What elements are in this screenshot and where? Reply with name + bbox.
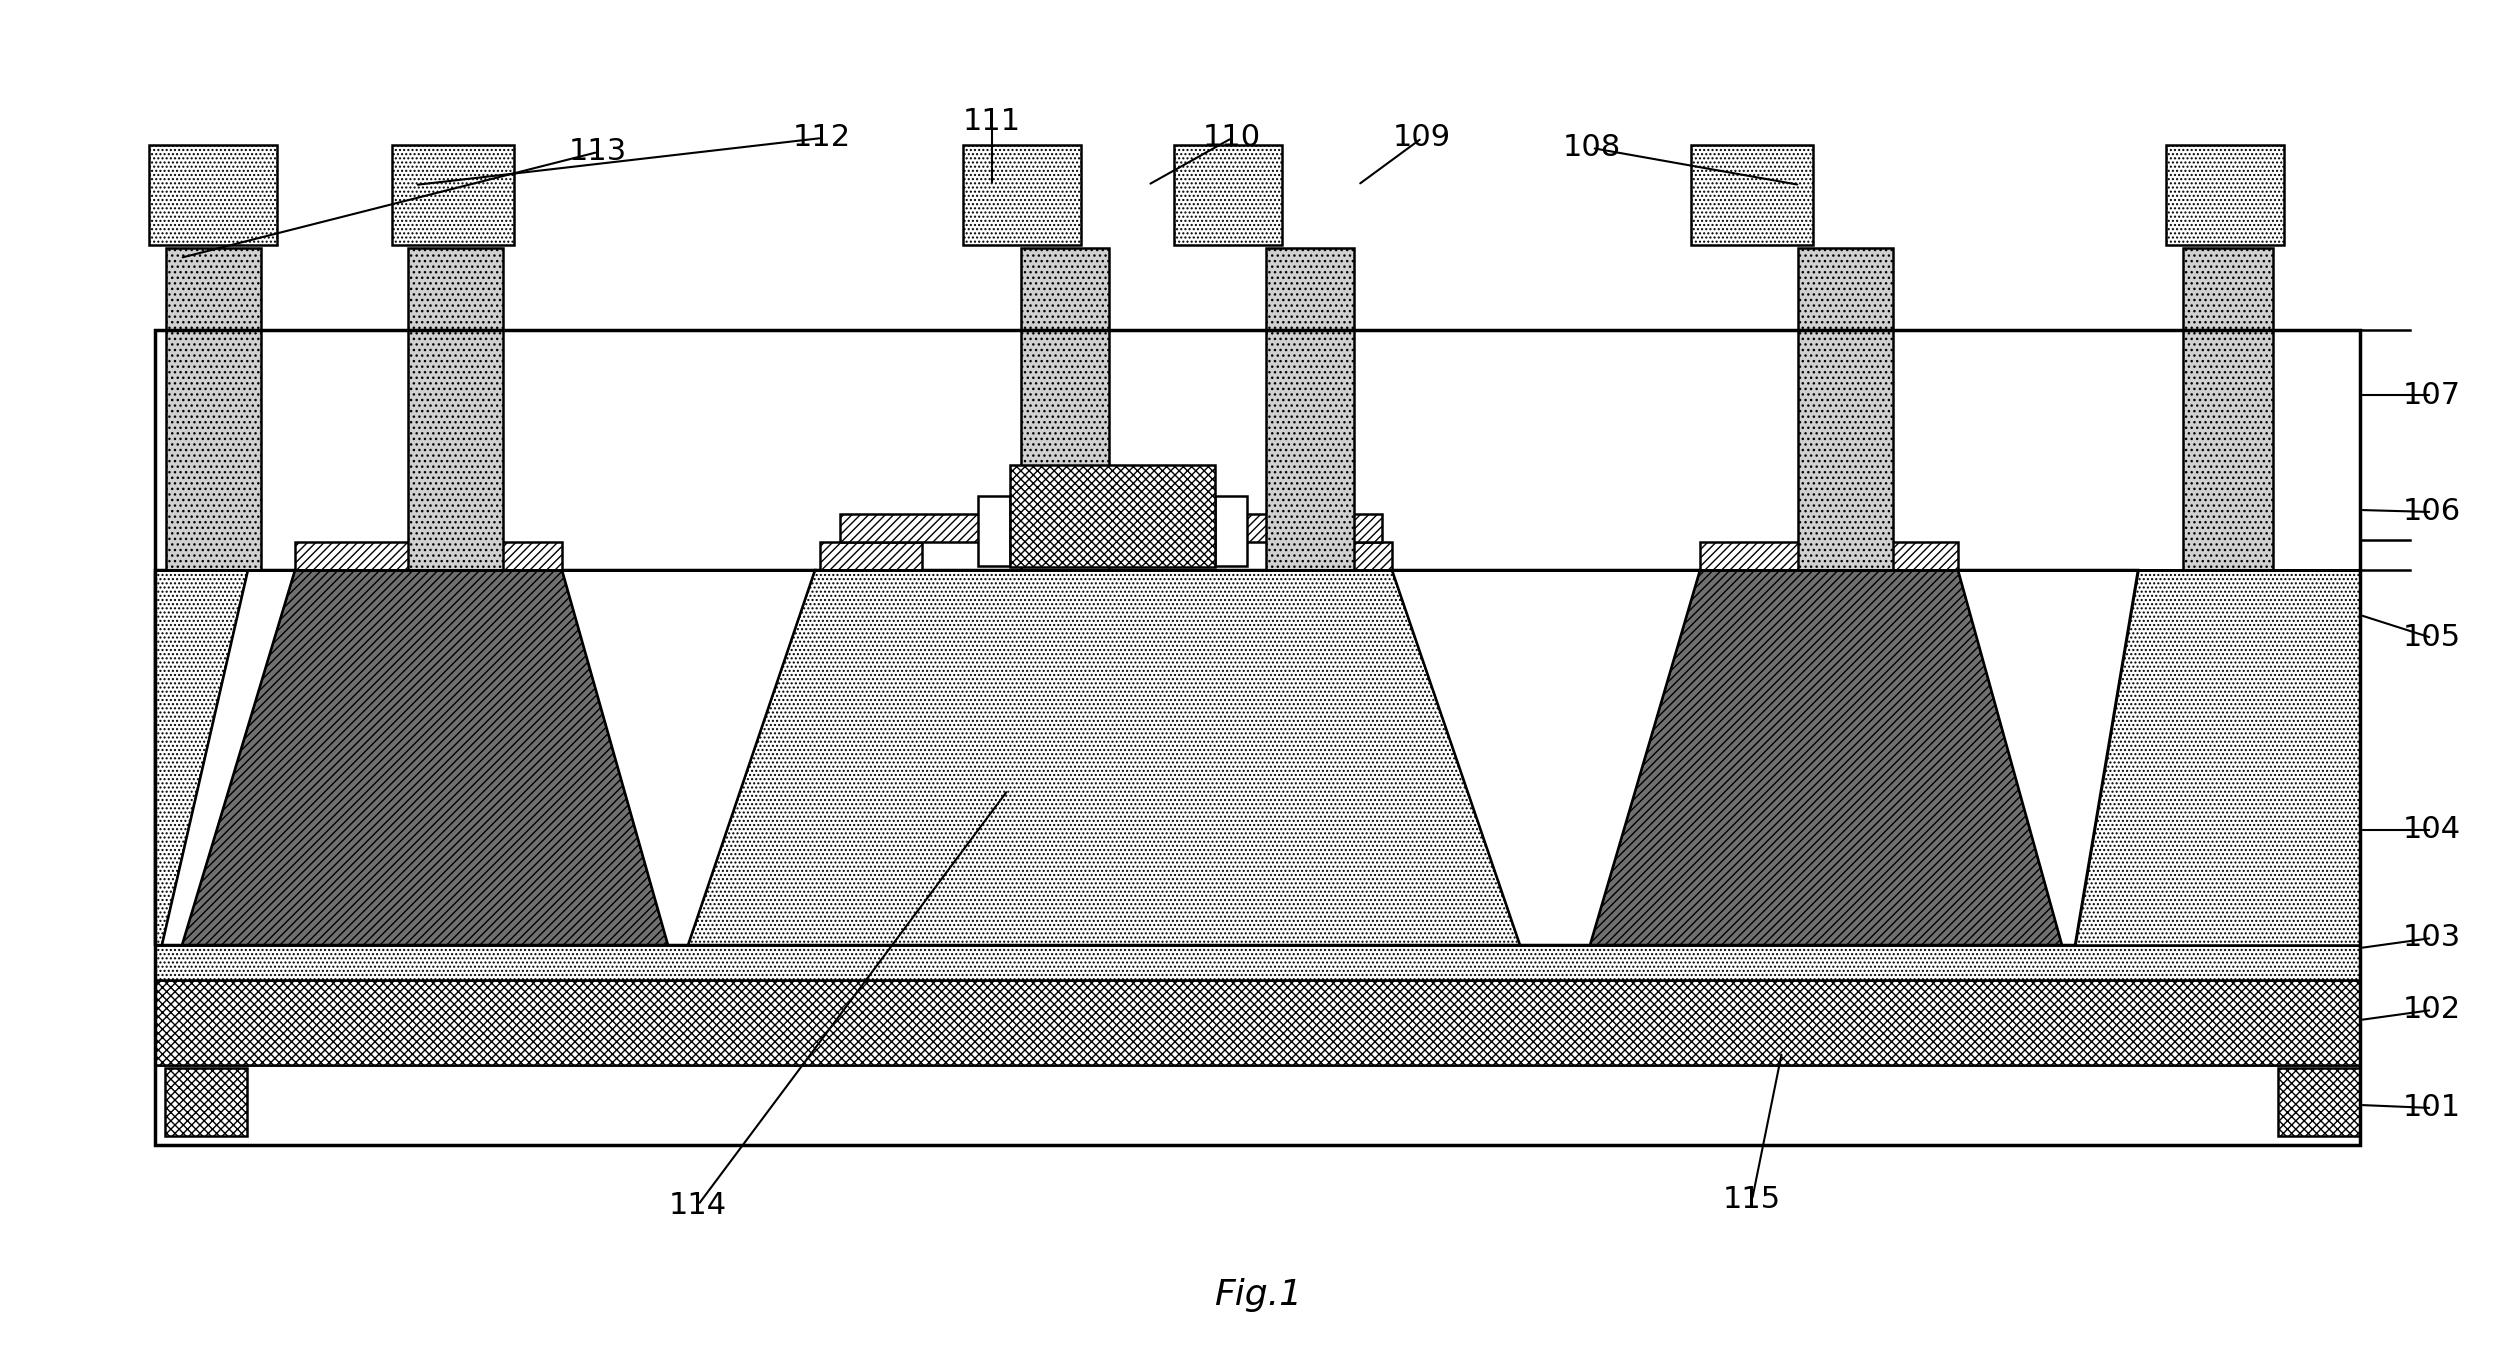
Bar [1283, 542, 1391, 570]
Bar [1175, 145, 1283, 245]
Bar [166, 247, 262, 570]
Bar [407, 247, 503, 570]
Bar [1700, 542, 1959, 570]
Text: 103: 103 [2402, 924, 2462, 952]
Text: 111: 111 [963, 108, 1021, 136]
Polygon shape [181, 570, 669, 946]
Bar [963, 145, 1081, 245]
Bar [820, 542, 923, 570]
Bar [840, 514, 1383, 542]
Text: 108: 108 [1562, 133, 1622, 163]
Bar [156, 330, 2359, 1145]
Bar [2183, 247, 2274, 570]
Polygon shape [2075, 570, 2359, 946]
Bar [156, 570, 2359, 946]
Bar [1215, 496, 1247, 566]
Bar [2279, 1068, 2359, 1137]
Bar [156, 946, 2359, 981]
Bar [294, 542, 561, 570]
Text: 113: 113 [568, 137, 626, 167]
Text: 106: 106 [2402, 498, 2462, 526]
Bar [166, 1068, 246, 1137]
Polygon shape [156, 570, 249, 946]
Text: 115: 115 [1723, 1185, 1781, 1215]
Bar [2165, 145, 2284, 245]
Polygon shape [561, 570, 815, 946]
Text: 114: 114 [669, 1190, 727, 1220]
Polygon shape [1959, 570, 2138, 946]
Bar [156, 330, 2359, 1145]
Bar [1265, 247, 1353, 570]
Bar [1021, 247, 1109, 570]
Bar [978, 496, 1011, 566]
Text: 101: 101 [2402, 1093, 2462, 1123]
Bar [1011, 465, 1215, 568]
Text: 109: 109 [1393, 124, 1451, 152]
Bar [392, 145, 513, 245]
Text: 110: 110 [1202, 124, 1260, 152]
Polygon shape [1589, 570, 2062, 946]
Polygon shape [1391, 570, 1700, 946]
Bar [156, 1065, 2359, 1145]
Bar [1690, 145, 1813, 245]
Text: 105: 105 [2402, 624, 2462, 652]
Text: 107: 107 [2402, 381, 2462, 409]
Text: 104: 104 [2402, 815, 2462, 845]
Text: 102: 102 [2402, 995, 2462, 1025]
Bar [156, 981, 2359, 1065]
Polygon shape [161, 570, 294, 946]
Text: Fig.1: Fig.1 [1215, 1278, 1303, 1311]
Bar [1798, 247, 1894, 570]
Polygon shape [689, 570, 1519, 946]
Bar [148, 145, 277, 245]
Text: 112: 112 [792, 124, 850, 152]
